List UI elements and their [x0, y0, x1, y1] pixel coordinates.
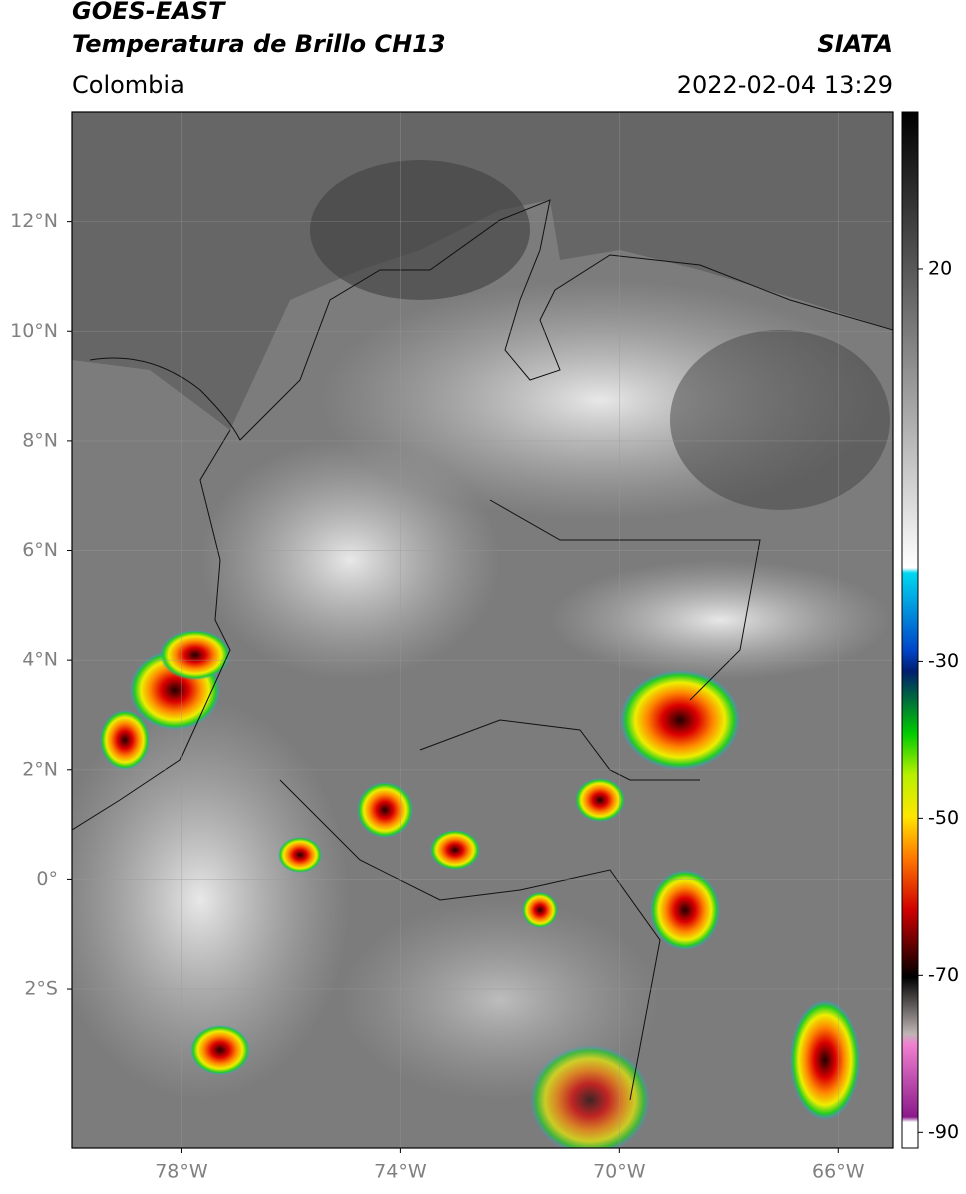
y-tick-label: 2°S — [24, 978, 58, 1000]
graticule — [72, 112, 893, 1148]
y-tick-label: 4°N — [22, 649, 58, 671]
colorbar-tick-label: -50 — [928, 807, 959, 829]
y-tick-label: 8°N — [22, 429, 58, 451]
map-frame — [71, 111, 894, 1149]
x-tick-label: 74°W — [374, 1161, 427, 1183]
colorbar-tick-label: -70 — [928, 964, 959, 986]
colorbar-tick-label: -30 — [928, 650, 959, 672]
region: Colombia — [72, 71, 185, 99]
x-tick-label: 70°W — [593, 1161, 646, 1183]
colorbar-tick-label: 20 — [928, 257, 952, 279]
y-tick-label: 2°N — [22, 758, 58, 780]
subtitle: Temperatura de Brillo CH13 — [72, 30, 446, 58]
y-tick-label: 6°N — [22, 539, 58, 561]
satellite-image — [72, 112, 893, 1148]
timestamp: 2022-02-04 13:29 — [677, 71, 893, 99]
y-tick-label: 0° — [36, 868, 58, 890]
title: GOES-EAST — [72, 0, 226, 25]
colorbar-tick-label: -90 — [928, 1121, 959, 1143]
y-tick-label: 12°N — [10, 210, 58, 232]
x-tick-label: 66°W — [812, 1161, 865, 1183]
x-tick-label: 78°W — [155, 1161, 208, 1183]
colorbar — [901, 111, 919, 1149]
y-tick-label: 10°N — [10, 320, 58, 342]
source: SIATA — [817, 30, 893, 58]
